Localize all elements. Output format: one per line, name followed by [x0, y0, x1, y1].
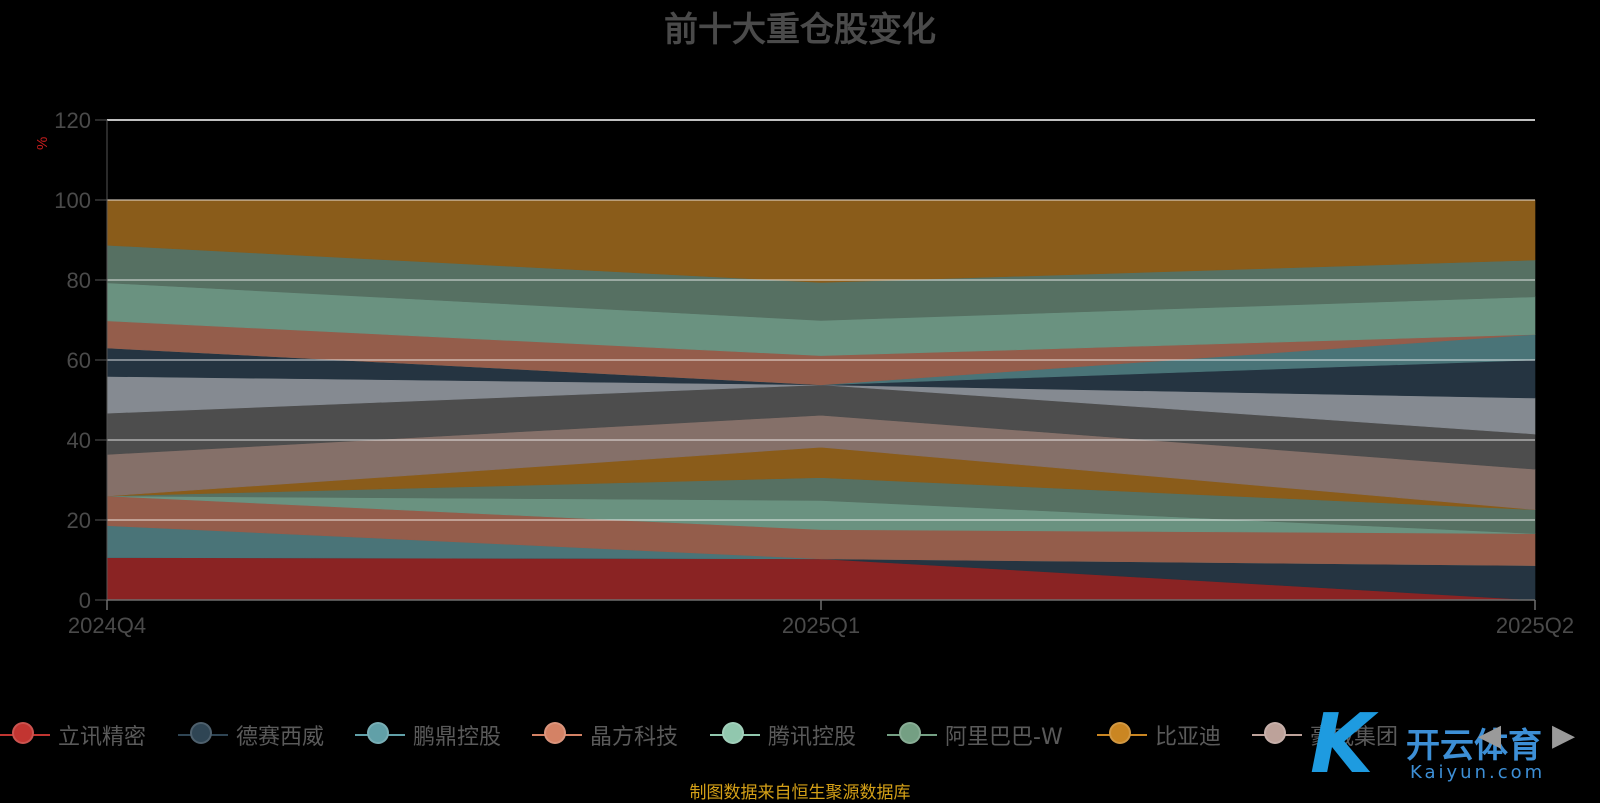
grid-lines — [107, 119, 1535, 521]
legend-label: 腾讯控股 — [768, 725, 857, 750]
chart-legend: 立讯精密 德赛西威 鹏鼎控股 晶方科技 腾讯控股 阿里巴巴-W 比亚迪 豪威集团 — [0, 718, 1600, 752]
axes: 0 20 40 60 80 100 120 2024Q4 2025Q1 2025Q2 — [54, 108, 1574, 638]
y-tick-label-20: 20 — [67, 508, 91, 533]
legend-label: 比亚迪 — [1155, 725, 1222, 750]
legend-item-豪威集团[interactable]: 豪威集团 — [1252, 718, 1398, 752]
legend-label: 德赛西威 — [236, 725, 325, 750]
legend-marker — [887, 722, 937, 748]
legend-label: 晶方科技 — [590, 725, 679, 750]
legend-item-德赛西威[interactable]: 德赛西威 — [178, 718, 324, 752]
logo-en-text: Kaiyun.com — [1410, 762, 1546, 783]
legend-label: 阿里巴巴-W — [945, 725, 1063, 750]
x-tick-label-2025Q1: 2025Q1 — [782, 613, 860, 638]
legend-marker — [532, 722, 582, 748]
y-tick-label-100: 100 — [54, 188, 91, 213]
x-tick-label-2025Q2: 2025Q2 — [1496, 613, 1574, 638]
y-tick-label-80: 80 — [67, 268, 91, 293]
area-series-group — [106, 199, 1536, 601]
legend-marker — [710, 722, 760, 748]
x-tick-label-2024Q4: 2024Q4 — [68, 613, 146, 638]
legend-item-立讯精密[interactable]: 立讯精密 — [0, 718, 146, 752]
logo-mark: K — [1310, 697, 1374, 792]
legend-label: 立讯精密 — [58, 725, 147, 750]
y-tick-label-0: 0 — [79, 588, 91, 613]
y-axis-unit-label: % — [34, 136, 51, 150]
logo-cn-text: 开云体育 — [1406, 726, 1542, 766]
legend-item-阿里巴巴-W[interactable]: 阿里巴巴-W — [887, 718, 1063, 752]
legend-marker — [1252, 722, 1302, 748]
legend-item-腾讯控股[interactable]: 腾讯控股 — [710, 718, 856, 752]
legend-marker — [355, 722, 405, 748]
data-source-note: 制图数据来自恒生聚源数据库 — [689, 783, 911, 803]
y-tick-label-120: 120 — [54, 108, 91, 133]
legend-prev-icon[interactable]: ◀ — [1478, 719, 1502, 752]
legend-item-晶方科技[interactable]: 晶方科技 — [532, 718, 678, 752]
legend-label: 豪威集团 — [1310, 725, 1399, 750]
kaiyun-logo: K 开云体育 Kaiyun.com — [1310, 700, 1600, 800]
legend-marker — [1097, 722, 1147, 748]
legend-next-icon[interactable]: ▶ — [1552, 719, 1576, 752]
legend-item-鹏鼎控股[interactable]: 鹏鼎控股 — [355, 718, 501, 752]
chart-title: 前十大重仓股变化 — [664, 10, 936, 50]
legend-marker — [178, 722, 228, 748]
y-tick-label-40: 40 — [67, 428, 91, 453]
legend-marker — [0, 722, 50, 748]
y-tick-label-60: 60 — [67, 348, 91, 373]
legend-label: 鹏鼎控股 — [413, 725, 502, 750]
legend-item-比亚迪[interactable]: 比亚迪 — [1097, 718, 1221, 752]
